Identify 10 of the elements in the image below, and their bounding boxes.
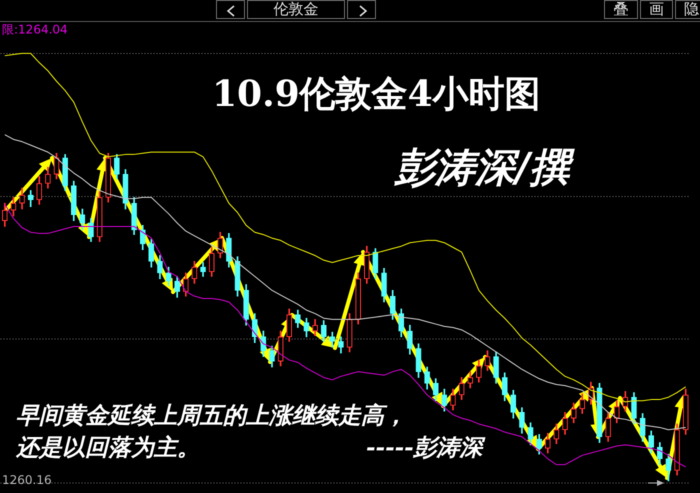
chart-subtitle: 伦敦金 [247,0,345,19]
annotation: -----彭涛深 [366,433,483,463]
text: 10.9伦敦金4小时图 [212,72,541,117]
text: 画 [640,0,673,19]
annotation: 早间黄金延续上周五的上涨继续走高， [16,401,407,431]
y-tick-label: 限:1264.04 [2,22,68,36]
text: 叠 [604,0,638,19]
y-tick-label: 1260.16 [2,473,52,488]
annotation: 还是以回落为主。 [16,433,200,463]
text: 隐 [675,0,700,19]
